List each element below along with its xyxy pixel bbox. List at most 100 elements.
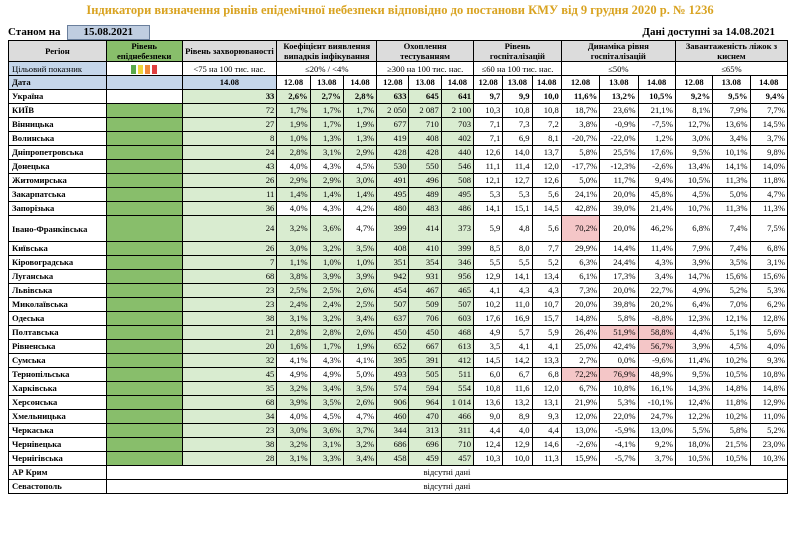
bed-load-cell: 14,8% bbox=[712, 381, 751, 396]
hosp-level-cell: 4,1 bbox=[502, 339, 533, 354]
legend-swatch bbox=[138, 64, 144, 74]
detection-cell: 3,2% bbox=[276, 215, 311, 242]
detection-cell: 3,3% bbox=[309, 451, 344, 466]
hosp-dynamics-cell: 0,0% bbox=[599, 353, 639, 368]
region-name: Сумська bbox=[8, 353, 107, 368]
detection-cell: 3,8% bbox=[276, 269, 311, 284]
hosp-level-cell: 13,4 bbox=[531, 269, 562, 284]
hosp-level-cell: 5,7 bbox=[502, 325, 533, 340]
bed-load-cell: 10,5% bbox=[712, 367, 751, 382]
region-name: Одеська bbox=[8, 311, 107, 326]
danger-level-cell bbox=[105, 269, 183, 284]
hosp-dynamics-cell: 4,3% bbox=[637, 255, 676, 270]
hosp-level-cell: 6,7 bbox=[502, 367, 533, 382]
hosp-dynamics-cell: 24,7% bbox=[637, 409, 676, 424]
incidence-cell: 28 bbox=[181, 451, 278, 466]
hosp-level-cell: 5,9 bbox=[473, 215, 504, 242]
bed-load-cell: 7,9% bbox=[712, 103, 751, 118]
testing-cell: 450 bbox=[376, 325, 410, 340]
detection-cell: 3,6% bbox=[309, 215, 344, 242]
header-region: Регіон bbox=[8, 40, 107, 62]
hosp-level-cell: 4,3 bbox=[531, 283, 562, 298]
incidence-cell: 27 bbox=[181, 117, 278, 132]
testing-cell: 508 bbox=[440, 173, 475, 188]
region-name: Україна bbox=[8, 89, 107, 104]
region-row: Донецька 43 4,0% 4,3% 4,5% 530 550 546 11,1 11,4 1… bbox=[8, 159, 789, 174]
header-hosp-dynamics: Динаміка рівня госпіталізацій bbox=[560, 40, 676, 62]
hosp-level-cell: 14,5 bbox=[473, 353, 504, 368]
target-bed-load: ≤65% bbox=[674, 61, 789, 76]
testing-cell: 505 bbox=[408, 367, 442, 382]
bed-load-cell: 4,9% bbox=[674, 283, 714, 298]
hosp-level-cell: 10,8 bbox=[531, 103, 562, 118]
bed-load-cell: 5,6% bbox=[749, 325, 789, 340]
hosp-dynamics-cell: 3,4% bbox=[637, 269, 676, 284]
hosp-level-cell: 4,4 bbox=[531, 423, 562, 438]
danger-level-cell bbox=[105, 409, 183, 424]
testing-cell: 931 bbox=[408, 269, 442, 284]
header-danger-level: Рівень епіднебезпеки bbox=[105, 40, 183, 62]
detection-cell: 3,2% bbox=[309, 241, 344, 256]
bed-load-cell: 14,5% bbox=[749, 117, 789, 132]
detection-cell: 2,6% bbox=[276, 89, 311, 104]
hosp-dynamics-cell: 70,2% bbox=[560, 215, 601, 242]
bed-load-cell: 12,1% bbox=[712, 311, 751, 326]
date-cell: 13.08 bbox=[408, 75, 442, 90]
header-testing: Охоплення тестуванням bbox=[376, 40, 475, 62]
testing-cell: 554 bbox=[440, 381, 475, 396]
hosp-level-cell: 11,0 bbox=[502, 297, 533, 312]
detection-cell: 2,6% bbox=[342, 283, 378, 298]
hosp-dynamics-cell: 6,3% bbox=[560, 255, 601, 270]
detection-cell: 4,3% bbox=[309, 353, 344, 368]
detection-cell: 1,4% bbox=[342, 187, 378, 202]
detection-cell: 3,1% bbox=[276, 311, 311, 326]
bed-load-cell: 9,3% bbox=[749, 353, 789, 368]
hosp-dynamics-cell: -5,9% bbox=[599, 423, 639, 438]
hosp-dynamics-cell: 56,7% bbox=[637, 339, 676, 354]
bed-load-cell: 14,1% bbox=[712, 159, 751, 174]
testing-cell: 399 bbox=[440, 241, 475, 256]
hosp-level-cell: 7,7 bbox=[531, 241, 562, 256]
bed-load-cell: 3,7% bbox=[749, 131, 789, 146]
region-row: Чернігівська 28 3,1% 3,3% 3,4% 458 459 457 10,3 1… bbox=[8, 451, 789, 466]
hosp-dynamics-cell: 14,4% bbox=[599, 241, 639, 256]
hosp-dynamics-cell: -17,7% bbox=[560, 159, 601, 174]
testing-cell: 706 bbox=[408, 311, 442, 326]
detection-cell: 3,9% bbox=[309, 269, 344, 284]
region-name: Миколаївська bbox=[8, 297, 107, 312]
hosp-dynamics-cell: 26,4% bbox=[560, 325, 601, 340]
hosp-level-cell: 4,1 bbox=[473, 283, 504, 298]
detection-cell: 2,9% bbox=[342, 145, 378, 160]
incidence-cell: 21 bbox=[181, 325, 278, 340]
region-name: Полтавська bbox=[8, 325, 107, 340]
detection-cell: 1,3% bbox=[342, 131, 378, 146]
hosp-level-cell: 9,9 bbox=[502, 89, 533, 104]
testing-cell: 458 bbox=[376, 451, 410, 466]
region-row: КИЇВ 72 1,7% 1,7% 1,7% 2 050 2 087 2 100 10,3 10,… bbox=[8, 103, 789, 118]
bed-load-cell: 9,2% bbox=[674, 89, 714, 104]
bed-load-cell: 6,2% bbox=[749, 297, 789, 312]
hosp-level-cell: 10,3 bbox=[473, 103, 504, 118]
hosp-level-cell: 10,3 bbox=[473, 451, 504, 466]
testing-cell: 419 bbox=[376, 131, 410, 146]
bed-load-cell: 18,0% bbox=[674, 437, 714, 452]
bed-load-cell: 3,4% bbox=[712, 131, 751, 146]
hosp-dynamics-cell: 24,1% bbox=[560, 187, 601, 202]
incidence-cell: 33 bbox=[181, 89, 278, 104]
testing-cell: 491 bbox=[376, 173, 410, 188]
detection-cell: 3,1% bbox=[309, 145, 344, 160]
epidemic-indicators-table: Регіон Рівень епіднебезпеки Рівень захво… bbox=[8, 40, 789, 494]
incidence-cell: 34 bbox=[181, 409, 278, 424]
detection-cell: 4,7% bbox=[342, 409, 378, 424]
bed-load-cell: 12,2% bbox=[674, 409, 714, 424]
bed-load-cell: 13,4% bbox=[674, 159, 714, 174]
testing-cell: 470 bbox=[408, 409, 442, 424]
hosp-level-cell: 14,1 bbox=[473, 201, 504, 216]
hosp-dynamics-cell: 15,9% bbox=[560, 451, 601, 466]
testing-cell: 686 bbox=[376, 437, 410, 452]
detection-cell: 3,2% bbox=[276, 437, 311, 452]
hosp-dynamics-cell: 42,8% bbox=[560, 201, 601, 216]
detection-cell: 2,4% bbox=[276, 297, 311, 312]
hosp-level-cell: 12,4 bbox=[473, 437, 504, 452]
region-row: Хмельницька 34 4,0% 4,5% 4,7% 460 470 466 9,0 8,9… bbox=[8, 409, 789, 424]
